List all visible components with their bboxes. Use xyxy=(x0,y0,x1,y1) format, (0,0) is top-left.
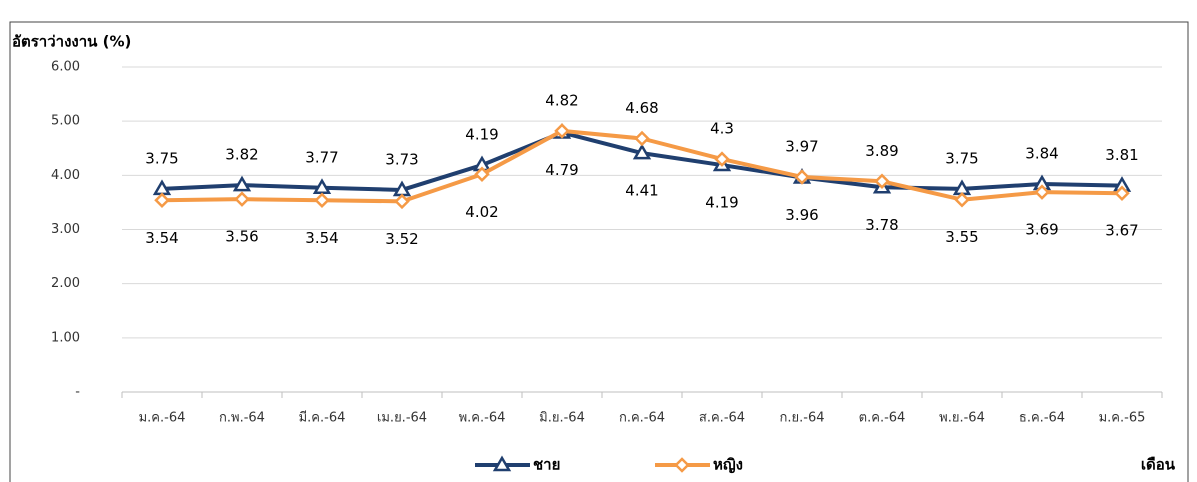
y-tick-label: 4.00 xyxy=(51,168,80,183)
data-label: 3.75 xyxy=(145,149,178,167)
x-tick-label: มิ.ย.-64 xyxy=(539,411,585,426)
x-tick-label: ก.พ.-64 xyxy=(219,411,265,426)
x-tick-label: ม.ค.-65 xyxy=(1099,411,1146,426)
data-label: 4.68 xyxy=(625,99,658,117)
marker xyxy=(954,191,970,208)
data-label: 3.73 xyxy=(385,150,418,168)
data-label: 3.82 xyxy=(225,146,258,164)
data-label: 3.78 xyxy=(865,216,898,234)
data-label: 3.69 xyxy=(1025,221,1058,239)
data-label: 3.77 xyxy=(305,148,338,166)
x-tick-label: ส.ค.-64 xyxy=(699,411,745,426)
marker xyxy=(492,455,512,472)
data-label: 3.81 xyxy=(1105,146,1138,164)
data-label: 3.52 xyxy=(385,230,418,248)
data-label: 4.82 xyxy=(545,91,578,109)
marker xyxy=(314,192,330,209)
marker xyxy=(232,175,252,192)
x-tick-label: ก.ย.-64 xyxy=(780,411,825,426)
data-label: 4.19 xyxy=(705,194,738,212)
y-tick-label: 6.00 xyxy=(51,60,80,75)
data-label: 3.54 xyxy=(145,229,178,247)
y-tick-label: 1.00 xyxy=(51,330,80,345)
x-tick-label: พ.ย.-64 xyxy=(939,411,985,426)
marker xyxy=(312,178,332,195)
x-tick-label: ต.ค.-64 xyxy=(859,411,906,426)
data-label: 3.56 xyxy=(225,228,258,246)
y-axis-label: อัตราว่างงาน (%) xyxy=(12,33,131,51)
data-label: 3.84 xyxy=(1025,145,1058,163)
x-tick-label: ม.ค.-64 xyxy=(139,411,186,426)
data-label: 3.67 xyxy=(1105,222,1138,240)
data-label: 3.96 xyxy=(785,206,818,224)
data-label: 3.75 xyxy=(945,149,978,167)
x-tick-label: พ.ค.-64 xyxy=(459,411,506,426)
series xyxy=(154,123,1130,210)
marker xyxy=(234,191,250,207)
data-label: 4.3 xyxy=(710,120,734,138)
marker xyxy=(632,143,652,160)
marker xyxy=(474,166,490,183)
marker xyxy=(794,169,810,185)
marker xyxy=(1114,185,1130,201)
data-label: 4.41 xyxy=(625,182,658,200)
legend-label: หญิง xyxy=(713,456,743,474)
y-tick-label: 5.00 xyxy=(51,114,80,129)
marker xyxy=(1034,184,1050,200)
marker xyxy=(714,151,730,167)
y-tick-label: - xyxy=(75,385,80,400)
x-tick-label: ก.ค.-64 xyxy=(619,411,665,426)
data-label: 4.19 xyxy=(465,126,498,144)
marker xyxy=(874,173,890,190)
data-label: 4.02 xyxy=(465,203,498,221)
marker xyxy=(154,192,170,209)
data-label: 4.79 xyxy=(545,161,578,179)
marker xyxy=(394,193,410,210)
marker xyxy=(392,180,412,197)
x-tick-label: เม.ย.-64 xyxy=(377,411,427,426)
data-label: 3.55 xyxy=(945,228,978,246)
y-tick-label: 3.00 xyxy=(51,222,80,237)
y-tick-label: 2.00 xyxy=(51,276,80,291)
data-label: 3.97 xyxy=(785,137,818,155)
x-tick-label: ธ.ค.-64 xyxy=(1019,411,1065,426)
x-axis-label: เดือน xyxy=(1141,456,1176,474)
marker xyxy=(554,123,570,139)
frame xyxy=(9,21,1189,482)
marker xyxy=(674,457,690,473)
data-label: 3.54 xyxy=(305,229,338,247)
marker xyxy=(634,130,650,147)
marker xyxy=(152,179,172,196)
x-tick-label: มี.ค.-64 xyxy=(299,410,346,426)
legend-label: ชาย xyxy=(533,456,560,474)
data-label: 3.89 xyxy=(865,142,898,160)
